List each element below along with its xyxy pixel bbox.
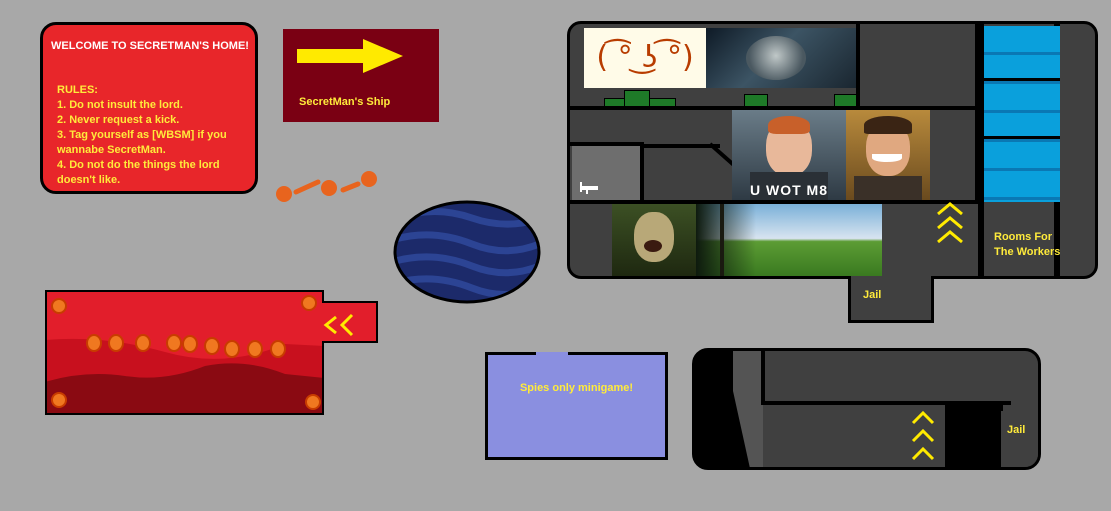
rule-item: 1. Do not insult the lord. [57, 99, 183, 111]
rule-item: 4. Do not do the things the lord doesn't… [57, 159, 220, 186]
submarine [45, 290, 324, 415]
chevron-left-icon [323, 313, 354, 337]
rules-panel: WELCOME TO SECRETMAN'S HOME! RULES: 1. D… [40, 22, 258, 194]
planet-portal[interactable] [392, 200, 542, 304]
minigame-label: Spies only minigame! [519, 382, 634, 394]
lenny-face-text: ( ͡° ͜ʖ ͡°) [596, 40, 694, 75]
lower-base: Jail [692, 348, 1041, 470]
u-wot-m8-image: U WOT M8 [732, 110, 846, 200]
lenny-face-image: ( ͡° ͜ʖ ͡°) [584, 28, 706, 88]
ship-teleport-sign[interactable]: SecretMan's Ship [283, 29, 439, 122]
chevron-up-icon[interactable] [911, 409, 941, 465]
arrow-right-icon [297, 39, 403, 73]
jail-top-label: Jail [863, 289, 882, 301]
rule-item: 2. Never request a kick. [57, 114, 180, 126]
green-shelves [604, 90, 858, 108]
submarine-nose [322, 301, 378, 343]
gray-room [572, 146, 640, 200]
rules-title: WELCOME TO SECRETMAN'S HOME! [51, 40, 249, 52]
water-column [984, 26, 1060, 202]
creepy-face-image [706, 28, 856, 88]
chevron-up-icon[interactable] [934, 200, 974, 250]
meme-caption: U WOT M8 [750, 182, 828, 198]
jail-bottom-label: Jail [1007, 424, 1026, 436]
rules-heading: RULES: [57, 84, 98, 96]
jail-top[interactable]: Jail [848, 276, 934, 323]
workers-rooms-label: Rooms For The Workers [994, 231, 1061, 258]
rules-list: 1. Do not insult the lord. 2. Never requ… [57, 98, 253, 188]
path-markers [276, 171, 377, 202]
zombie-image [612, 204, 696, 276]
main-house: ( ͡° ͜ʖ ͡°) U WOT M8 [567, 21, 1098, 279]
spies-minigame-room[interactable]: Spies only minigame! [485, 352, 668, 460]
door[interactable] [536, 352, 568, 358]
grinning-man-image [846, 110, 930, 200]
landscape-image [696, 204, 882, 276]
ship-label: SecretMan's Ship [299, 96, 391, 108]
rule-item: 3. Tag yourself as [WBSM] if you wannabe… [57, 129, 227, 156]
